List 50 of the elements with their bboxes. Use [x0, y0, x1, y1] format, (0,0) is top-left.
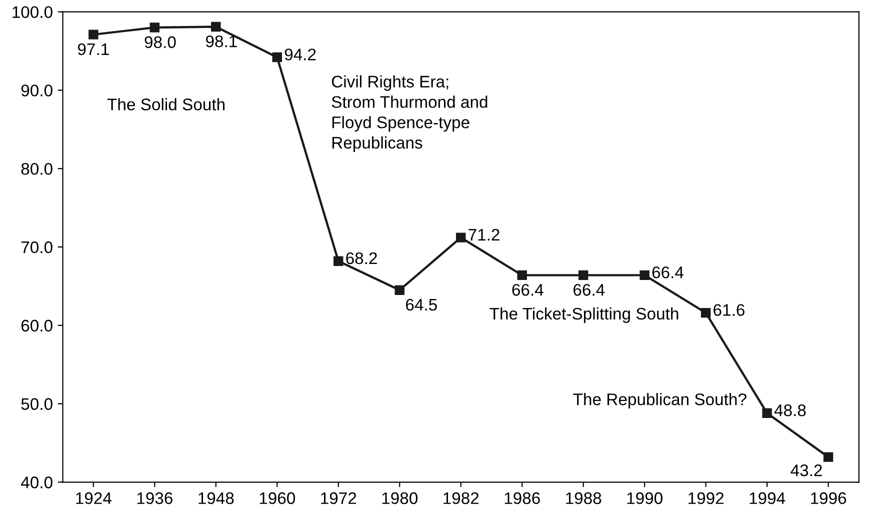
y-tick-label: 90.0 [21, 84, 52, 96]
text: 66.4 [574, 284, 605, 296]
y-tick-label: 80.0 [21, 162, 52, 175]
x-tick-label: 1982 [444, 492, 479, 504]
point [762, 408, 772, 418]
y-tick-label: 40.0 [21, 476, 52, 488]
x-tick-label: 1988 [566, 492, 602, 504]
x-tick-label: 1948 [198, 492, 234, 504]
text: 48.8 [774, 404, 806, 416]
text: 98.0 [144, 36, 176, 48]
annotation: The Republican South? [573, 393, 746, 409]
x-tick-label: 1994 [750, 492, 786, 504]
annotation: The Solid South [107, 98, 224, 110]
point [640, 270, 650, 280]
x-tick-label: 1960 [260, 492, 296, 504]
point [517, 270, 527, 280]
point [700, 308, 711, 318]
x-tick-label: 1986 [504, 492, 540, 504]
x-tick-label: 1936 [137, 492, 172, 504]
point [272, 52, 282, 62]
y-tick-label: 100.0 [12, 6, 52, 18]
x-tick-label: 1996 [811, 492, 846, 504]
text: 43.2 [790, 464, 822, 476]
text: 61.6 [714, 304, 744, 316]
x-tick-label: 1990 [627, 492, 662, 504]
text: 94.2 [284, 48, 316, 60]
point [394, 285, 404, 295]
x-tick-label: 1992 [688, 492, 724, 504]
point [211, 22, 221, 32]
point [150, 22, 160, 32]
y-tick-label: 50.0 [21, 398, 52, 410]
text: 66.4 [652, 266, 684, 278]
point [456, 232, 466, 242]
text: 98.1 [206, 35, 237, 48]
text: 66.4 [512, 284, 544, 296]
point [334, 256, 344, 266]
text: 71.2 [468, 228, 500, 240]
text: 64.5 [406, 298, 437, 311]
x-tick-label: 1980 [382, 492, 418, 504]
x-tick-label: 1924 [76, 492, 112, 504]
y-tick-label: 70.0 [21, 241, 52, 254]
annotation: The Ticket-Splitting South [490, 307, 678, 323]
point [578, 270, 588, 280]
text: 97.1 [78, 43, 109, 56]
point [88, 30, 98, 40]
y-tick-label: 60.0 [21, 320, 52, 332]
annotation: Civil Rights Era; Strom Thurmond and Floyd Spence-type Republicans [332, 75, 488, 152]
x-tick-label: 1972 [321, 492, 356, 504]
text: 68.2 [346, 252, 377, 264]
point [823, 452, 834, 462]
